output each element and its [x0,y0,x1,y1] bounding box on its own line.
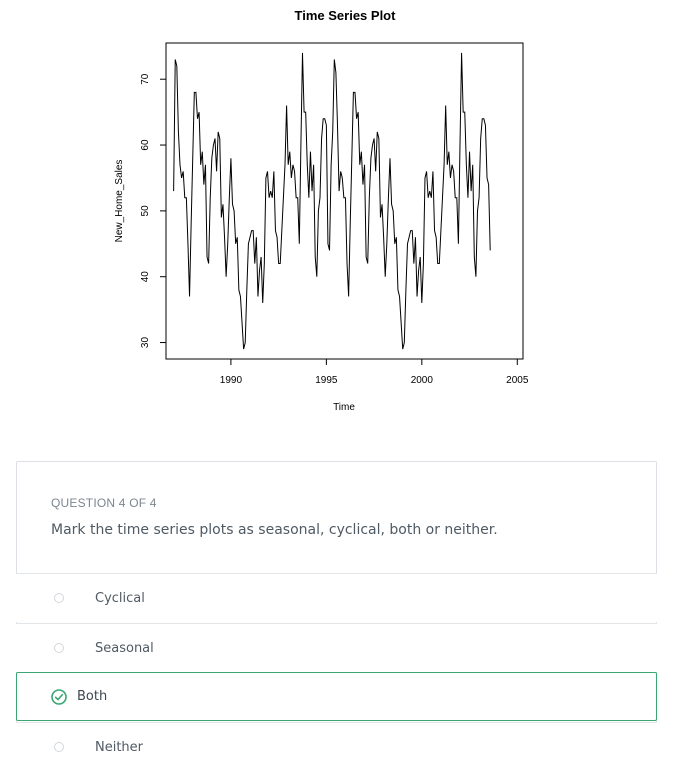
x-tick-label: 1995 [315,375,338,386]
radio-icon[interactable] [54,742,64,752]
option-seasonal[interactable]: Seasonal [16,623,657,672]
option-neither[interactable]: Neither [16,722,657,772]
option-label: Both [77,689,108,704]
y-tick-label: 40 [140,271,151,283]
chart-svg: Time Series Plot 1990 1995 2000 2005 30 40 50 6… [114,8,529,413]
option-cyclical[interactable]: Cyclical [16,573,657,622]
check-circle-icon[interactable] [51,689,67,705]
radio-icon[interactable] [54,593,64,603]
question-card: QUESTION 4 OF 4 Mark the time series plo… [16,461,657,772]
x-tick-label: 1990 [220,375,243,386]
y-tick-label: 50 [140,205,151,217]
y-tick-label: 70 [140,73,151,85]
y-axis-label: New_Home_Sales [114,160,125,243]
axes: 1990 1995 2000 2005 30 40 50 60 70 [140,73,529,386]
x-tick-label: 2000 [411,375,434,386]
series-line [173,52,491,350]
x-axis-label: Time [333,402,355,413]
option-label: Neither [95,740,144,755]
radio-icon[interactable] [54,643,64,653]
option-label: Seasonal [95,641,154,656]
y-tick-label: 60 [140,139,151,151]
chart-title: Time Series Plot [295,8,397,23]
option-label: Cyclical [95,591,145,606]
y-tick-label: 30 [140,337,151,349]
question-header: QUESTION 4 OF 4 [51,496,157,510]
time-series-chart: Time Series Plot 1990 1995 2000 2005 30 40 50 6… [114,8,529,413]
plot-frame [165,42,524,360]
x-tick-label: 2005 [506,375,529,386]
option-both[interactable]: Both [16,672,657,721]
question-prompt: Mark the time series plots as seasonal, … [51,522,498,538]
